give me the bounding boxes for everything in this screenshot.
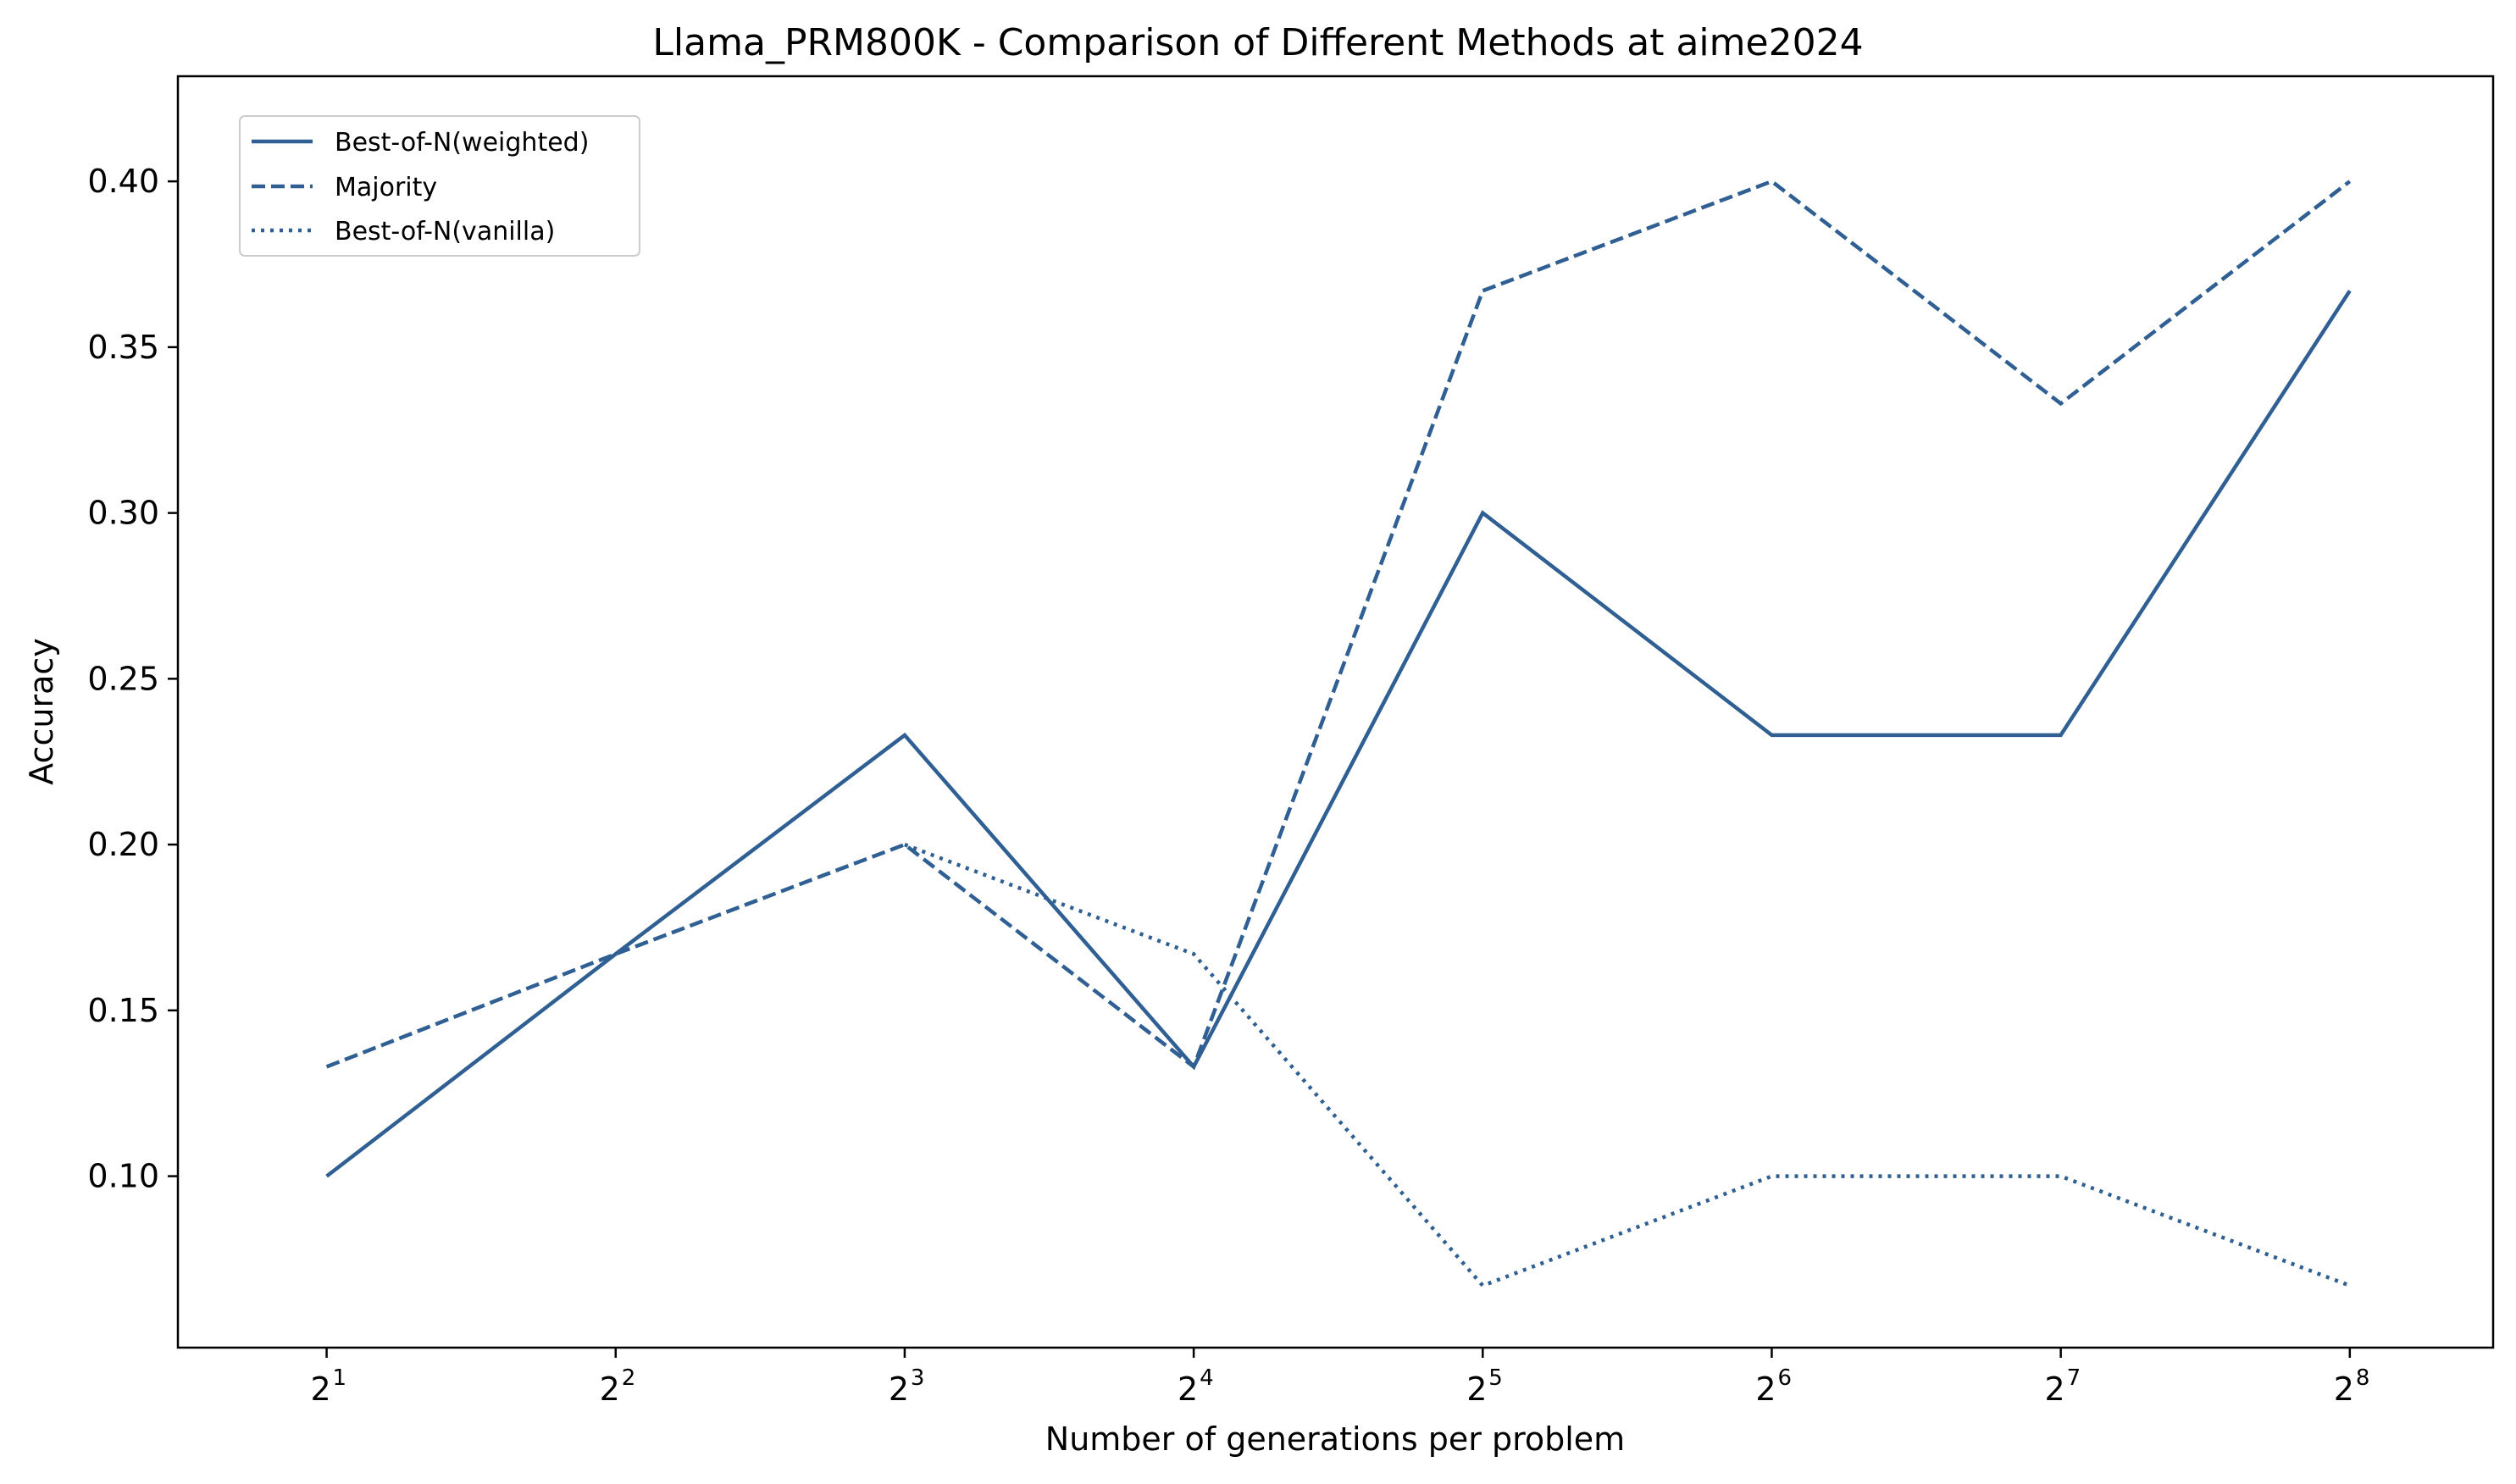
y-axis: 0.10 0.15 0.20 0.25 0.30 0.35 0.40 [87,163,178,1195]
legend-label-vanilla: Best-of-N(vanilla) [335,217,555,246]
plot-frame [176,75,2495,1349]
x-tick-label: 2 [1466,1370,1487,1408]
x-tick-label: 2 [1755,1370,1776,1408]
x-tick-exponent: 3 [911,1365,925,1391]
chart-title: Llama_PRM800K - Comparison of Different … [652,21,1863,64]
x-tick-label: 2 [310,1370,330,1408]
x-tick-label: 2 [1178,1370,1198,1408]
x-tick-label: 2 [2045,1370,2065,1408]
legend-label-majority: Majority [335,173,437,202]
x-tick-exponent: 1 [333,1365,347,1391]
legend-label-weighted: Best-of-N(weighted) [335,128,589,158]
plot-area [176,75,2495,1349]
y-tick-label: 0.40 [87,163,159,200]
y-tick-label: 0.35 [87,329,159,366]
y-axis-label: Accuracy [23,638,60,785]
y-tick-label: 0.25 [87,660,159,697]
x-axis-label: Number of generations per problem [1045,1420,1625,1458]
x-tick-exponent: 6 [1777,1365,1792,1391]
y-tick-label: 0.10 [87,1158,159,1195]
y-tick-label: 0.30 [87,495,159,532]
y-tick-label: 0.20 [87,826,159,863]
legend-box [239,115,640,257]
x-tick-label: 2 [600,1370,620,1408]
series-line-weighted [325,290,2352,1178]
series-line-majority [325,179,2352,1071]
series-line-vanilla [904,842,2351,1288]
legend: Best-of-N(weighted) Majority Best-of-N(v… [239,115,640,257]
x-tick-exponent: 4 [1200,1365,1214,1391]
y-tick-label: 0.15 [87,992,159,1029]
x-tick-exponent: 2 [622,1365,636,1391]
x-tick-exponent: 5 [1488,1365,1503,1391]
x-tick-label: 2 [2334,1370,2354,1408]
x-tick-exponent: 7 [2067,1365,2081,1391]
series-layer [325,179,2352,1288]
x-tick-label: 2 [889,1370,909,1408]
x-tick-exponent: 8 [2356,1365,2370,1391]
